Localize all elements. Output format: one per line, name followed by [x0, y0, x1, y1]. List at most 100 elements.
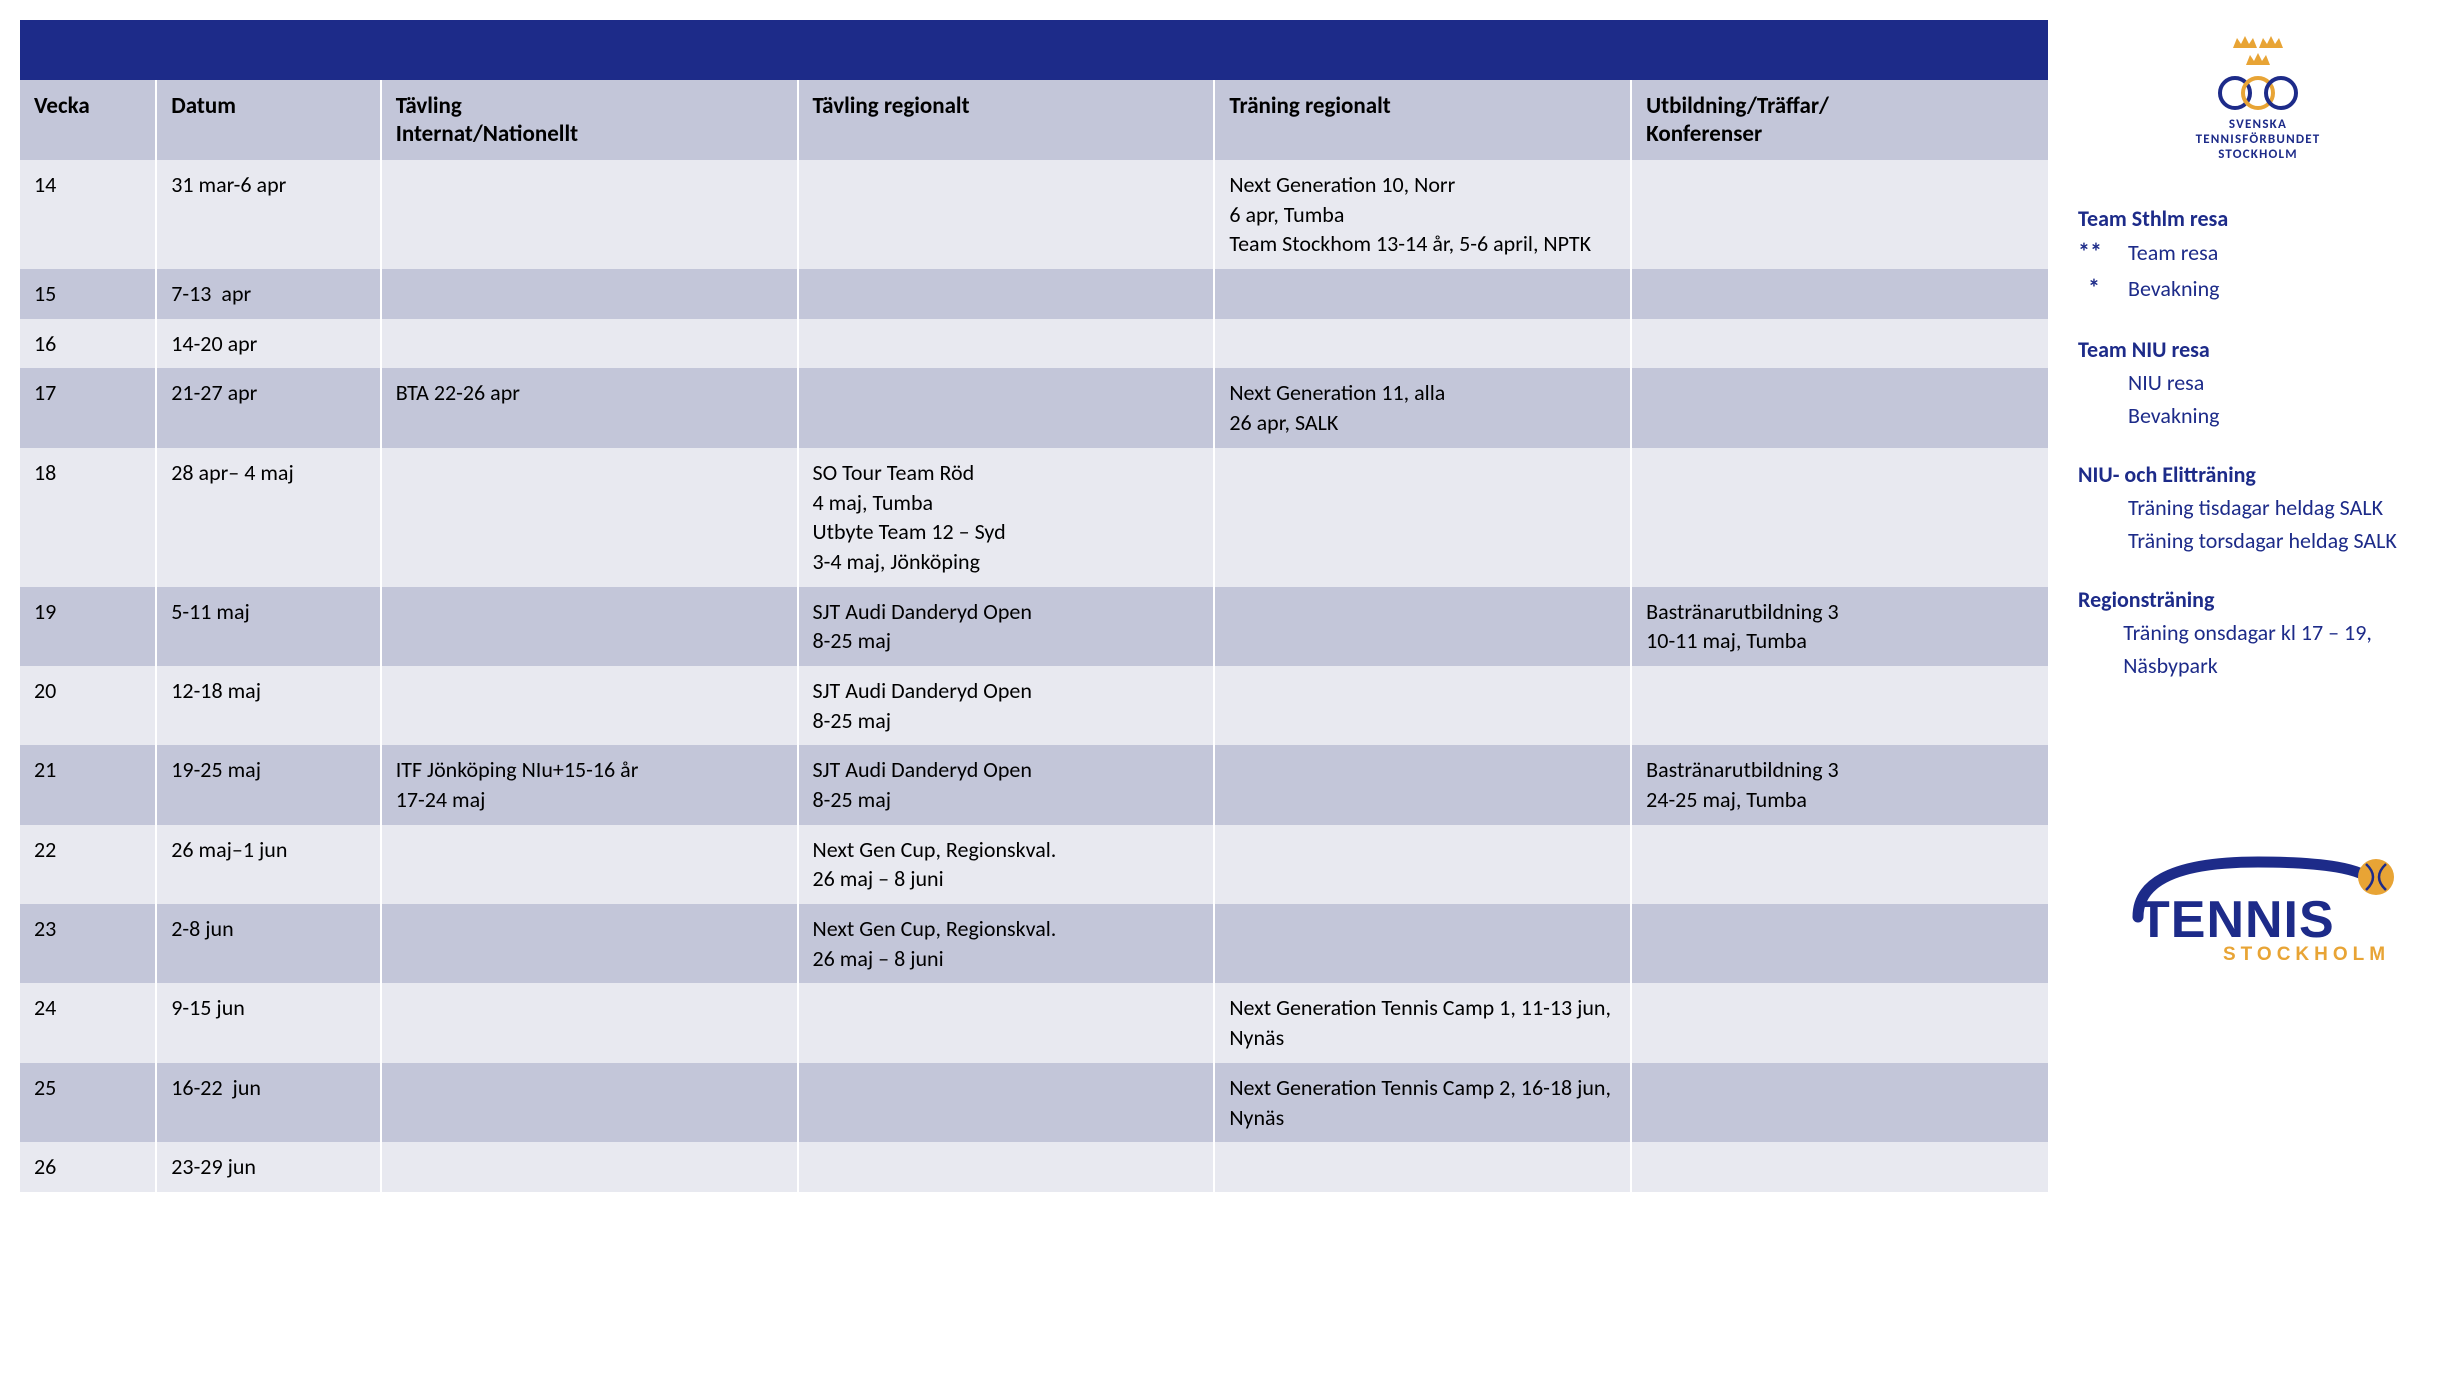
table-row: 15 7-13 apr [20, 269, 2048, 319]
cell-text: 16 [34, 329, 141, 359]
cell-text: Next Generation Tennis Camp 2, 16-18 jun… [1229, 1073, 1616, 1132]
cell-datum: 14-20 apr [156, 319, 380, 369]
cell-datum: 19-25 maj [156, 745, 380, 824]
cell-text: 22 [34, 835, 141, 865]
cell-training [1214, 666, 1631, 745]
cell-training [1214, 319, 1631, 369]
cell-vecka: 18 [20, 448, 156, 587]
cell-utb [1631, 319, 2048, 369]
table-row: 1431 mar-6 aprNext Generation 10, Norr 6… [20, 160, 2048, 269]
cell-vecka: 26 [20, 1142, 156, 1192]
cell-training [1214, 587, 1631, 666]
cell-regional: SO Tour Team Röd 4 maj, Tumba Utbyte Tea… [798, 448, 1215, 587]
cell-datum: 7-13 apr [156, 269, 380, 319]
col-header-text: Datum [171, 92, 365, 120]
cell-text: 19-25 maj [171, 755, 365, 785]
cell-text: 2-8 jun [171, 914, 365, 944]
table-row: 249-15 junNext Generation Tennis Camp 1,… [20, 983, 2048, 1062]
cell-datum: 5-11 maj [156, 587, 380, 666]
cell-text: 31 mar-6 apr [171, 170, 365, 200]
cell-text: 21 [34, 755, 141, 785]
cell-intnat [381, 587, 798, 666]
logo-text-line1: SVENSKA [2078, 117, 2438, 132]
cell-text: 5-11 maj [171, 597, 365, 627]
cell-utb [1631, 904, 2048, 983]
cell-utb [1631, 1142, 2048, 1192]
cell-training [1214, 745, 1631, 824]
cell-text: 17 [34, 378, 141, 408]
cell-regional [798, 983, 1215, 1062]
cell-text: 15 [34, 279, 141, 309]
rings-icon [2078, 73, 2438, 113]
cell-training: Next Generation Tennis Camp 1, 11-13 jun… [1214, 983, 1631, 1062]
col-header-text: Träning regionalt [1229, 92, 1616, 120]
col-header-text: Vecka [34, 92, 141, 120]
cell-training: Next Generation 10, Norr 6 apr, Tumba Te… [1214, 160, 1631, 269]
cell-regional [798, 160, 1215, 269]
cell-text: 24 [34, 993, 141, 1023]
legend-item: Bevakning [2078, 399, 2438, 432]
cell-datum: 2-8 jun [156, 904, 380, 983]
cell-text: Next Gen Cup, Regionskval. 26 maj – 8 ju… [813, 835, 1200, 894]
cell-datum: 12-18 maj [156, 666, 380, 745]
col-header-regional: Tävling regionalt [798, 80, 1215, 160]
legend-item: Träning onsdagar kl 17 – 19, Näsbypark [2078, 616, 2438, 682]
table-row: 22 26 maj–1 jun Next Gen Cup, Regionskval.… [20, 825, 2048, 904]
cell-intnat: BTA 22-26 apr [381, 368, 798, 447]
stockholm-text: STOCKHOLM [2223, 944, 2390, 965]
legend-title: Team Sthlm resa [2078, 202, 2438, 235]
cell-training: Next Generation Tennis Camp 2, 16-18 jun… [1214, 1063, 1631, 1142]
legend-mark: * [2078, 271, 2128, 307]
legend-title: NIU- och Elitträning [2078, 458, 2438, 491]
cell-training: Next Generation 11, alla 26 apr, SALK [1214, 368, 1631, 447]
cell-utb [1631, 160, 2048, 269]
cell-utb: Bastränarutbildning 3 10-11 maj, Tumba [1631, 587, 2048, 666]
cell-regional: SJT Audi Danderyd Open 8-25 maj [798, 666, 1215, 745]
cell-text: Next Generation 10, Norr 6 apr, Tumba Te… [1229, 170, 1616, 259]
col-header-text: Utbildning/Träffar/ Konferenser [1646, 92, 2034, 148]
header-bar [20, 20, 2048, 80]
cell-vecka: 24 [20, 983, 156, 1062]
cell-vecka: 22 [20, 825, 156, 904]
cell-text: 26 maj–1 jun [171, 835, 365, 865]
cell-text: SJT Audi Danderyd Open 8-25 maj [813, 676, 1200, 735]
legend-group: Team NIU resaNIU resaBevakning [2078, 333, 2438, 432]
cell-text: Next Generation Tennis Camp 1, 11-13 jun… [1229, 993, 1616, 1052]
cell-text: 14-20 apr [171, 329, 365, 359]
crown-row-2 [2078, 47, 2438, 69]
cell-text: Next Generation 11, alla 26 apr, SALK [1229, 378, 1616, 437]
cell-training [1214, 904, 1631, 983]
legend-label: Bevakning [2128, 399, 2219, 432]
tennis-text: TENNIS [2138, 891, 2335, 949]
cell-text: SJT Audi Danderyd Open 8-25 maj [813, 755, 1200, 814]
cell-training [1214, 825, 1631, 904]
table-row: 23 2-8 jun Next Gen Cup, Regionskval. 26 m… [20, 904, 2048, 983]
legend-label: Träning onsdagar kl 17 – 19, Näsbypark [2123, 616, 2438, 682]
schedule-table: Vecka Datum Tävling Internat/Nationellt … [20, 80, 2048, 1192]
cell-intnat [381, 448, 798, 587]
table-row: 17 21-27 apr BTA 22-26 apr Next Generation … [20, 368, 2048, 447]
cell-intnat [381, 1142, 798, 1192]
cell-datum: 28 apr– 4 maj [156, 448, 380, 587]
cell-text: Bastränarutbildning 3 24-25 maj, Tumba [1646, 755, 2034, 814]
cell-text: 28 apr– 4 maj [171, 458, 365, 488]
col-header-training: Träning regionalt [1214, 80, 1631, 160]
legend-label: Bevakning [2128, 272, 2219, 305]
cell-regional: Next Gen Cup, Regionskval. 26 maj – 8 ju… [798, 904, 1215, 983]
legend-item: Träning tisdagar heldag SALK [2078, 491, 2438, 524]
col-header-utbildning: Utbildning/Träffar/ Konferenser [1631, 80, 2048, 160]
cell-utb [1631, 1063, 2048, 1142]
cell-intnat [381, 825, 798, 904]
legend-label: NIU resa [2128, 366, 2204, 399]
cell-utb [1631, 825, 2048, 904]
cell-text: 21-27 apr [171, 378, 365, 408]
legend-title: Regionsträning [2078, 583, 2438, 616]
cell-training [1214, 1142, 1631, 1192]
cell-datum: 31 mar-6 apr [156, 160, 380, 269]
cell-text: 23 [34, 914, 141, 944]
table-row: 2516-22 junNext Generation Tennis Camp 2… [20, 1063, 2048, 1142]
table-row: 16 14-20 apr [20, 319, 2048, 369]
cell-vecka: 21 [20, 745, 156, 824]
cell-regional [798, 1142, 1215, 1192]
cell-text: 7-13 apr [171, 279, 365, 309]
